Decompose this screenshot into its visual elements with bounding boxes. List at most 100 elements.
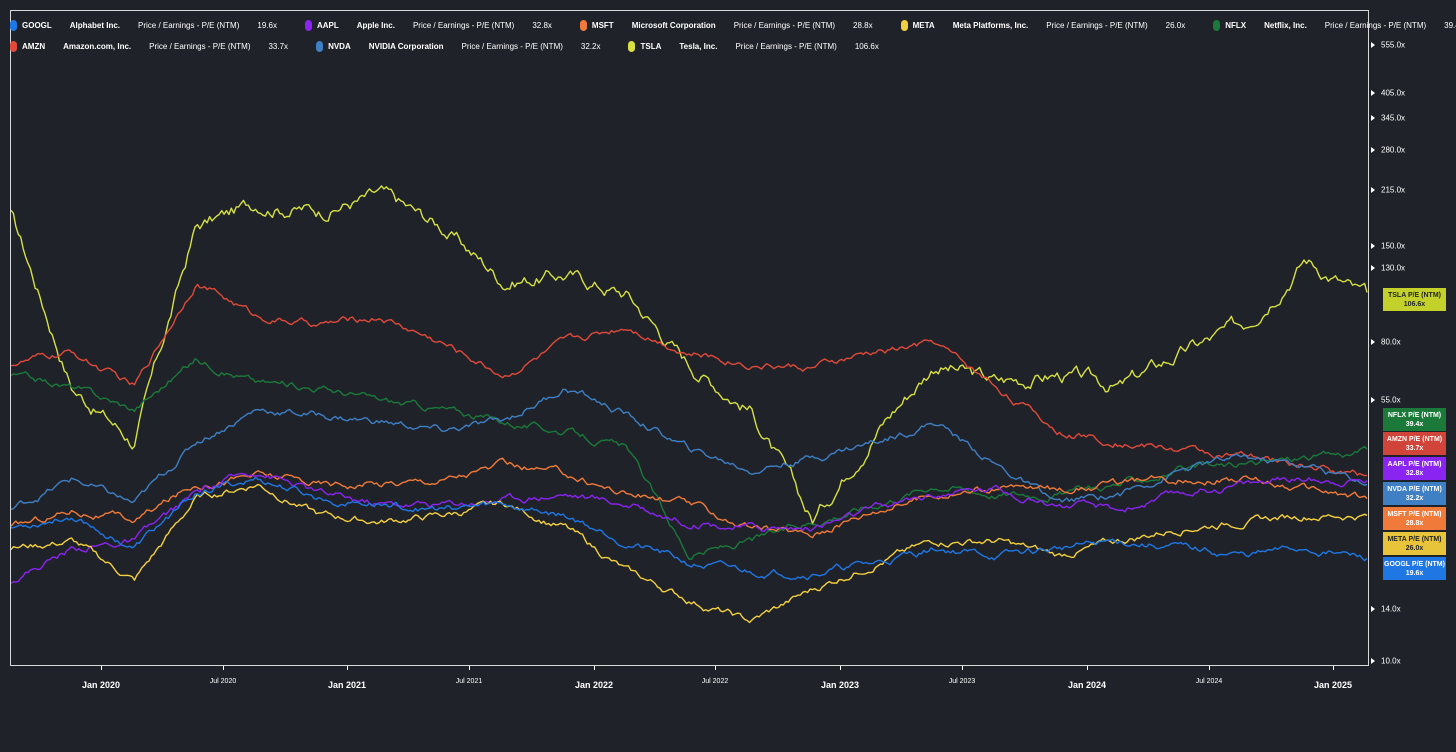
legend-value: 32.8x <box>532 21 552 30</box>
value-tag-value: 32.8x <box>1405 469 1424 477</box>
value-tag-label: NVDA P/E (NTM) <box>1387 485 1442 493</box>
y-tick-marker <box>1371 242 1375 249</box>
x-tick-marker <box>1087 666 1088 670</box>
legend-value: 106.6x <box>854 42 879 51</box>
value-tag-value: 26.0x <box>1405 544 1424 552</box>
legend-row: GOOGL Alphabet Inc. Price / Earnings - P/E… <box>10 20 1456 31</box>
x-tick-label: Jan 2025 <box>1313 680 1353 690</box>
x-tick-label: Jul 2024 <box>1195 678 1223 685</box>
legend-metric: Price / Earnings - P/E (NTM) <box>1046 21 1148 30</box>
x-tick-marker <box>1333 666 1334 670</box>
legend-name: Meta Platforms, Inc. <box>952 21 1029 30</box>
legend-swatch <box>10 20 17 31</box>
legend-metric: Price / Earnings - P/E (NTM) <box>461 42 563 51</box>
legend-name: Apple Inc. <box>356 21 395 30</box>
legend-item-aapl[interactable]: AAPL Apple Inc. Price / Earnings - P/E (NT… <box>304 20 580 31</box>
legend-ticker: GOOGL <box>22 21 52 30</box>
y-tick-marker <box>1371 90 1375 97</box>
series-line-meta[interactable] <box>11 483 1368 624</box>
series-line-nflx[interactable] <box>11 358 1368 561</box>
value-tag-label: TSLA P/E (NTM) <box>1387 291 1441 299</box>
value-tag-nflx: NFLX P/E (NTM) 39.4x <box>1383 408 1446 431</box>
legend-value: 32.2x <box>580 42 601 51</box>
y-tick-label: 150.0x <box>1381 241 1406 251</box>
y-tick-marker <box>1371 187 1375 194</box>
value-tag-googl: GOOGL P/E (NTM) 19.6x <box>1383 557 1446 580</box>
legend-value: 26.0x <box>1165 21 1186 30</box>
x-tick-label: Jan 2023 <box>820 680 860 690</box>
legend-item-tsla[interactable]: TSLA Tesla, Inc. Price / Earnings - P/E (N… <box>628 41 906 52</box>
value-tag-value: 33.7x <box>1405 444 1424 452</box>
value-tag-label: AMZN P/E (NTM) <box>1386 435 1443 443</box>
y-tick-label: 555.0x <box>1381 40 1406 50</box>
legend-value: 19.6x <box>257 21 277 30</box>
legend-value: 28.8x <box>853 21 873 30</box>
value-tag-value: 19.6x <box>1405 569 1424 577</box>
legend-item-nflx[interactable]: NFLX Netflix, Inc. Price / Earnings - P/E … <box>1213 20 1456 31</box>
value-tag-nvda: NVDA P/E (NTM) 32.2x <box>1383 482 1446 505</box>
value-tag-value: 39.4x <box>1405 420 1424 428</box>
value-tag-label: NFLX P/E (NTM) <box>1387 411 1442 419</box>
legend-value: 33.7x <box>268 42 289 51</box>
legend-item-meta[interactable]: META Meta Platforms, Inc. Price / Earnings… <box>900 20 1214 31</box>
y-tick-marker <box>1371 339 1375 346</box>
x-tick-marker <box>347 666 348 670</box>
y-tick-marker <box>1371 146 1375 153</box>
legend-metric: Price / Earnings - P/E (NTM) <box>149 42 251 51</box>
value-tag-value: 106.6x <box>1403 300 1426 308</box>
value-tag-aapl: AAPL P/E (NTM) 32.8x <box>1383 457 1446 480</box>
legend-ticker: AMZN <box>22 42 46 51</box>
legend-row: AMZN Amazon.com, Inc. Price / Earnings - P… <box>10 41 907 52</box>
y-tick-label: 345.0x <box>1381 113 1406 123</box>
legend-item-msft[interactable]: MSFT Microsoft Corporation Price / Earning… <box>579 20 901 31</box>
x-tick-label: Jul 2021 <box>455 678 483 685</box>
legend-ticker: MSFT <box>591 21 614 30</box>
x-tick-marker <box>223 666 224 670</box>
x-tick-marker <box>962 666 963 670</box>
y-tick-marker <box>1371 396 1375 403</box>
legend-swatch <box>628 41 636 52</box>
legend-name: NVIDIA Corporation <box>368 42 444 51</box>
x-tick-marker <box>594 666 595 670</box>
value-tag-value: 28.8x <box>1405 519 1424 527</box>
legend-swatch <box>579 20 587 31</box>
series-line-tsla[interactable] <box>11 185 1368 525</box>
y-tick-marker <box>1371 42 1375 48</box>
series-line-amzn[interactable] <box>11 283 1368 477</box>
x-tick-label: Jul 2023 <box>948 678 976 685</box>
value-tag-meta: META P/E (NTM) 26.0x <box>1383 532 1446 555</box>
value-tag-label: META P/E (NTM) <box>1387 535 1442 543</box>
legend-swatch <box>304 20 312 31</box>
legend-name: Alphabet Inc. <box>69 21 121 30</box>
series-line-googl[interactable] <box>11 476 1368 581</box>
legend-item-amzn[interactable]: AMZN Amazon.com, Inc. Price / Earnings - P… <box>10 41 316 52</box>
legend-ticker: META <box>912 21 935 30</box>
plot-area <box>11 185 1368 624</box>
legend-swatch <box>1213 20 1221 31</box>
legend-ticker: NFLX <box>1225 21 1247 30</box>
legend-name: Tesla, Inc. <box>679 42 718 51</box>
legend-swatch <box>900 20 908 31</box>
x-tick-marker <box>1209 666 1210 670</box>
x-tick-marker <box>469 666 470 670</box>
y-tick-label: 10.0x <box>1381 656 1401 666</box>
y-tick-label: 280.0x <box>1381 145 1406 155</box>
value-tag-amzn: AMZN P/E (NTM) 33.7x <box>1383 432 1446 455</box>
legend-swatch <box>316 41 324 52</box>
series-line-msft[interactable] <box>11 457 1368 539</box>
series-line-aapl[interactable] <box>11 472 1368 584</box>
value-tag-label: AAPL P/E (NTM) <box>1387 460 1442 468</box>
legend-metric: Price / Earnings - P/E (NTM) <box>1324 21 1427 30</box>
series-line-nvda[interactable] <box>11 388 1368 511</box>
x-tick-label: Jan 2024 <box>1067 680 1107 690</box>
value-tag-tsla: TSLA P/E (NTM) 106.6x <box>1383 288 1446 311</box>
legend-ticker: AAPL <box>316 21 339 30</box>
legend-item-nvda[interactable]: NVDA NVIDIA Corporation Price / Earnings -… <box>316 41 628 52</box>
legend-value: 39.4x <box>1444 21 1456 30</box>
x-tick-label: Jul 2020 <box>209 678 237 685</box>
y-tick-label: 215.0x <box>1381 185 1406 195</box>
legend-metric: Price / Earnings - P/E (NTM) <box>733 21 836 30</box>
x-tick-label: Jan 2021 <box>327 680 367 690</box>
legend-name: Netflix, Inc. <box>1264 21 1307 30</box>
legend-item-googl[interactable]: GOOGL Alphabet Inc. Price / Earnings - P/E… <box>10 20 305 31</box>
